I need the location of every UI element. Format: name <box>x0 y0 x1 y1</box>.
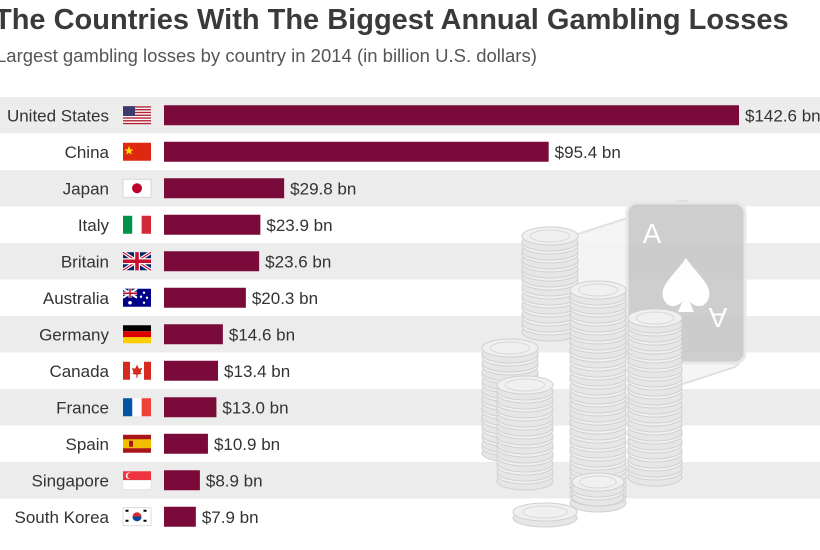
poker-chip-stacks-illustration <box>481 226 683 528</box>
category-label: Spain <box>66 435 109 454</box>
svg-text:A: A <box>708 302 727 333</box>
category-label: Britain <box>61 252 109 271</box>
chart-row: Germany $14.6 bn <box>39 324 295 345</box>
bar <box>164 433 208 454</box>
category-label: United States <box>7 106 109 125</box>
casino-decoration: AA <box>481 199 747 528</box>
sg-flag-icon <box>122 471 152 490</box>
value-label: $14.6 bn <box>229 325 295 344</box>
it-flag-icon <box>123 215 151 234</box>
value-label: $8.9 bn <box>206 471 263 490</box>
chart-row: Canada $13.4 bn <box>49 360 290 381</box>
cn-flag-icon <box>123 142 151 161</box>
value-label: $95.4 bn <box>555 143 621 162</box>
chart-row: South Korea $7.9 bn <box>14 506 259 527</box>
category-label: South Korea <box>14 508 109 527</box>
category-label: Australia <box>43 289 110 308</box>
chart-row: Japan $29.8 bn <box>63 178 356 199</box>
bar <box>164 397 217 418</box>
category-label: Germany <box>39 325 109 344</box>
bar <box>164 105 739 126</box>
chart-row: France $13.0 bn <box>56 397 289 418</box>
chart-row: Britain $23.6 bn <box>61 250 331 272</box>
chart-rows: United States $142.6 bn China $95.4 bn Japan… <box>7 105 820 527</box>
chart-row: United States $142.6 bn <box>7 105 820 126</box>
value-label: $23.6 bn <box>265 252 331 271</box>
bar <box>164 470 200 491</box>
kr-flag-icon <box>122 507 152 527</box>
chart-row: China $95.4 bn <box>65 141 621 162</box>
de-flag-icon <box>123 325 151 344</box>
bar <box>164 324 223 345</box>
value-label: $20.3 bn <box>252 289 318 308</box>
bar <box>164 251 260 272</box>
bar <box>164 506 196 527</box>
au-flag-icon <box>122 287 151 307</box>
us-flag-icon <box>123 106 151 125</box>
chart-subtitle: Largest gambling losses by country in 20… <box>0 45 537 66</box>
bar <box>164 287 246 308</box>
es-flag-icon <box>123 434 151 453</box>
chart-row: Australia $20.3 bn <box>43 287 318 308</box>
chart-row: Spain $10.9 bn <box>66 433 280 454</box>
chart-title: The Countries With The Biggest Annual Ga… <box>0 4 789 36</box>
value-label: $13.4 bn <box>224 362 290 381</box>
fr-flag-icon <box>123 398 151 417</box>
bar <box>164 214 261 235</box>
chart-row: Italy $23.9 bn <box>78 214 333 235</box>
bar <box>164 360 219 381</box>
category-label: France <box>56 398 109 417</box>
value-label: $10.9 bn <box>214 435 280 454</box>
value-label: $7.9 bn <box>202 508 259 527</box>
category-label: China <box>65 143 110 162</box>
bar <box>164 178 285 199</box>
value-label: $29.8 bn <box>290 179 356 198</box>
chart-row: Singapore $8.9 bn <box>31 470 263 491</box>
value-label: $23.9 bn <box>266 216 332 235</box>
gb-flag-icon <box>122 250 152 272</box>
category-label: Singapore <box>31 471 109 490</box>
bar <box>164 141 549 162</box>
svg-text:A: A <box>643 218 662 249</box>
value-label: $142.6 bn <box>745 106 820 125</box>
ca-flag-icon <box>123 361 151 380</box>
category-label: Japan <box>63 179 109 198</box>
jp-flag-icon <box>122 178 152 198</box>
value-label: $13.0 bn <box>222 398 288 417</box>
category-label: Italy <box>78 216 110 235</box>
category-label: Canada <box>49 362 109 381</box>
